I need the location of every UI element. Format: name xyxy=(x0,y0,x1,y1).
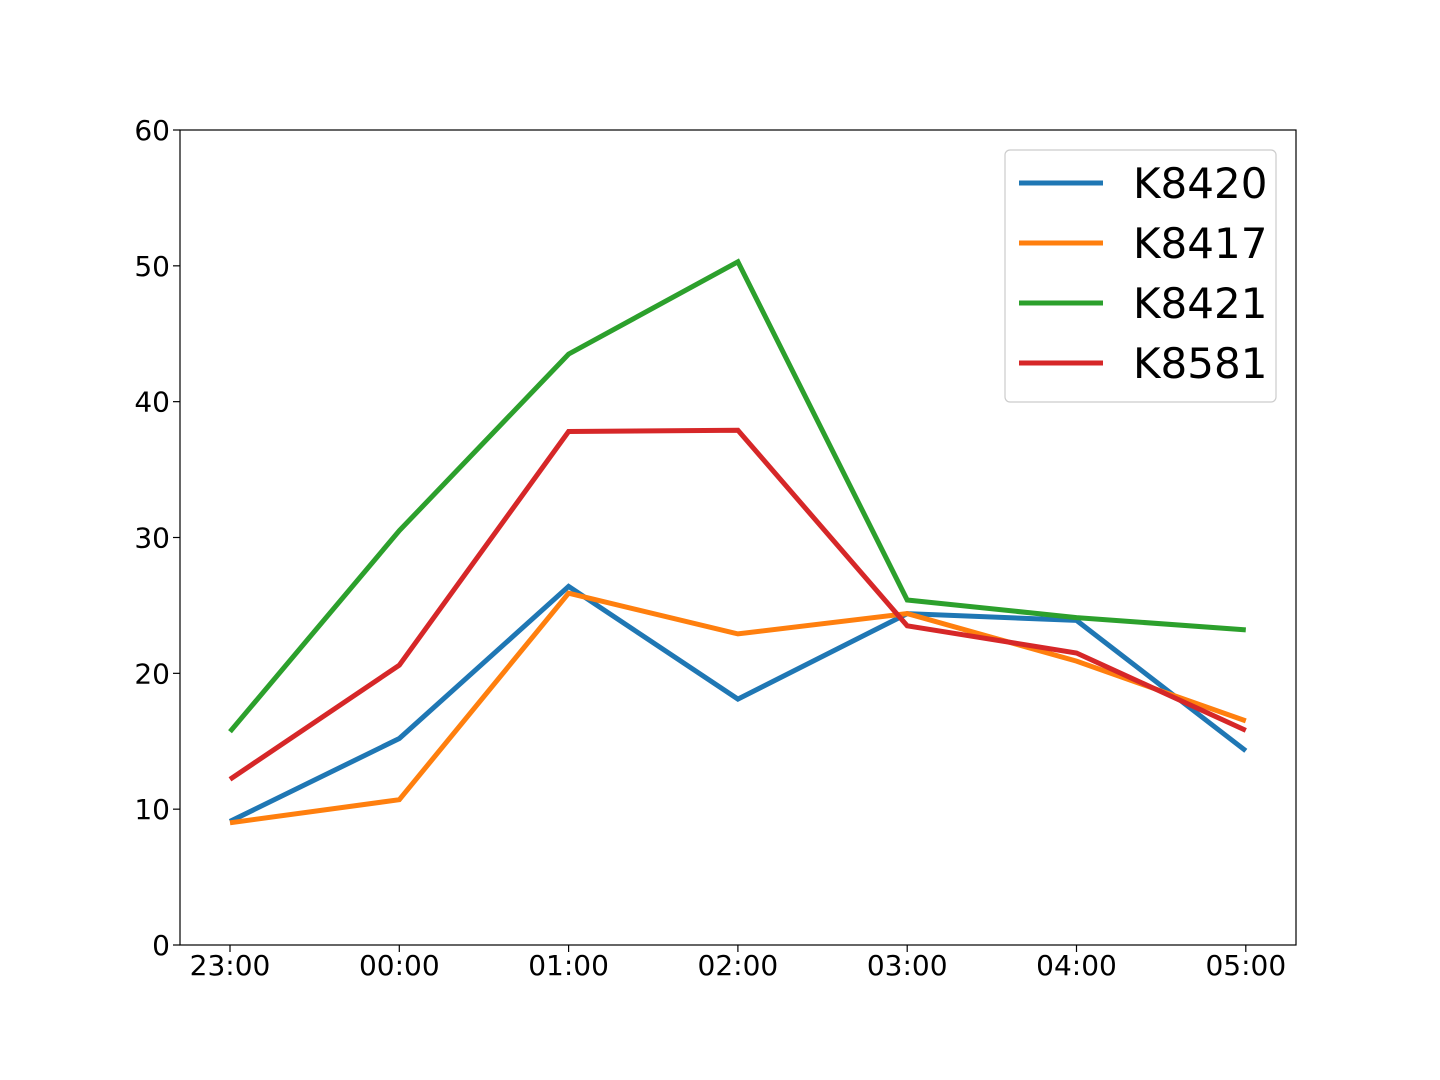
y-tick-label: 30 xyxy=(134,522,170,555)
legend-label: K8581 xyxy=(1133,339,1267,388)
x-tick-label: 00:00 xyxy=(359,949,440,982)
legend-label: K8417 xyxy=(1133,219,1267,268)
legend-box xyxy=(1004,149,1277,403)
series-layer xyxy=(228,258,1248,826)
legend: K8420 K8417 K8421 K8581 xyxy=(1004,149,1277,403)
x-tick-label: 05:00 xyxy=(1205,949,1286,982)
y-tick-label: 60 xyxy=(134,114,170,147)
y-tick-label: 40 xyxy=(134,386,170,419)
x-tick-label: 03:00 xyxy=(867,949,948,982)
x-tick-label: 01:00 xyxy=(528,949,609,982)
legend-label: K8421 xyxy=(1133,279,1267,328)
y-tick-label: 0 xyxy=(152,929,170,962)
x-tick-label: 04:00 xyxy=(1036,949,1117,982)
y-tick-label: 20 xyxy=(134,657,170,690)
legend-label: K8420 xyxy=(1133,159,1267,208)
series-line-k8421 xyxy=(228,258,1246,734)
series-line-k8581 xyxy=(228,427,1247,782)
series-line-k8417 xyxy=(229,590,1247,826)
y-tick-label: 50 xyxy=(134,250,170,283)
axis-layer: 0 10 20 30 40 50 60 23:00 00:00 01:00 02:00 03:00 04… xyxy=(134,114,1286,982)
y-tick-label: 10 xyxy=(134,793,170,826)
series-line-k8420 xyxy=(228,583,1248,824)
x-tick-label: 02:00 xyxy=(698,949,779,982)
x-tick-label: 23:00 xyxy=(190,949,271,982)
